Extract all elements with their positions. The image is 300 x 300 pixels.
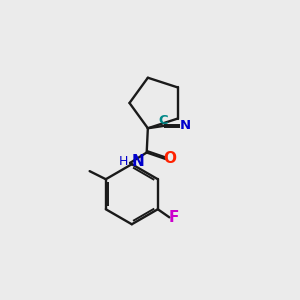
Text: N: N: [180, 119, 191, 132]
Text: F: F: [169, 210, 179, 225]
Text: H: H: [119, 154, 128, 168]
Text: C: C: [159, 114, 168, 127]
Text: N: N: [132, 154, 145, 169]
Text: O: O: [163, 152, 176, 166]
